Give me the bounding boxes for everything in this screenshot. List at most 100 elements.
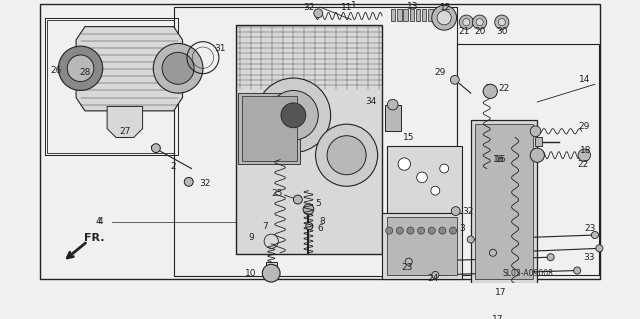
Circle shape [440,164,449,173]
Text: 17: 17 [495,288,507,297]
Bar [397,9,401,21]
Circle shape [303,204,314,215]
Circle shape [495,15,509,29]
Text: 4: 4 [97,217,103,226]
Circle shape [428,227,435,234]
Circle shape [490,249,497,256]
Text: 22: 22 [499,84,510,93]
Text: 18: 18 [580,146,592,155]
Text: 2: 2 [171,162,177,171]
Circle shape [306,223,313,230]
Text: 11: 11 [341,3,353,11]
Circle shape [530,126,541,137]
Circle shape [463,19,470,26]
Bar [242,96,297,161]
Circle shape [449,227,456,234]
Text: 7: 7 [262,222,268,231]
Circle shape [396,227,403,234]
Circle shape [530,148,545,162]
Text: 16: 16 [495,155,507,164]
Text: 32: 32 [303,3,315,11]
Text: 8: 8 [319,217,324,226]
Circle shape [256,78,331,152]
Bar [403,9,408,21]
Circle shape [578,149,591,161]
Circle shape [281,103,306,128]
Text: 33: 33 [583,253,595,262]
Bar [385,105,401,131]
Text: 26: 26 [50,66,61,76]
Text: 13: 13 [408,2,419,11]
Text: 3: 3 [459,224,465,233]
Text: 31: 31 [214,44,225,53]
Bar [266,262,276,274]
Text: 15: 15 [403,133,415,142]
Circle shape [67,55,94,82]
Text: 9: 9 [249,233,255,242]
Text: 22: 22 [578,160,589,168]
Bar [387,146,462,213]
Circle shape [451,207,460,216]
Circle shape [314,9,323,18]
Text: 34: 34 [365,98,377,107]
Circle shape [591,232,598,239]
Circle shape [460,15,474,29]
Text: 29: 29 [579,122,590,131]
Circle shape [451,75,460,84]
Bar [236,25,382,254]
Bar [239,93,301,164]
Text: 21: 21 [458,26,469,35]
Text: 23: 23 [585,224,596,233]
Text: 28: 28 [79,68,91,77]
Text: 25: 25 [272,189,283,198]
Text: 14: 14 [579,75,590,84]
Text: 4: 4 [95,217,101,226]
Circle shape [316,124,378,186]
Bar [391,9,396,21]
Text: 5: 5 [316,199,321,209]
Circle shape [432,271,439,278]
Circle shape [437,11,451,25]
Bar [428,9,433,21]
Circle shape [596,245,603,252]
Text: 12: 12 [440,3,452,11]
Circle shape [269,91,318,140]
Circle shape [398,158,410,170]
Polygon shape [76,26,182,111]
Circle shape [439,227,446,234]
Polygon shape [107,107,143,137]
Circle shape [153,43,203,93]
Circle shape [417,172,428,183]
Circle shape [58,46,102,91]
Circle shape [432,5,456,30]
Circle shape [467,236,474,243]
Circle shape [184,177,193,186]
Bar [410,9,414,21]
Text: 17: 17 [492,315,503,319]
Text: 20: 20 [474,26,485,35]
Text: SL03-A09008: SL03-A09008 [503,269,554,278]
Circle shape [499,19,506,26]
Text: 30: 30 [496,26,508,35]
Bar [47,19,175,152]
Bar [422,9,426,21]
Text: 10: 10 [245,269,257,278]
Circle shape [387,99,398,110]
Circle shape [483,84,497,99]
Bar [416,9,420,21]
Text: 1: 1 [351,1,356,10]
Circle shape [327,136,366,175]
Text: 32: 32 [463,207,474,216]
Text: 29: 29 [434,68,445,77]
Text: FR.: FR. [84,233,104,243]
Circle shape [293,195,302,204]
Text: 24: 24 [427,274,438,283]
Circle shape [407,227,414,234]
Bar [382,213,462,279]
Circle shape [262,264,280,282]
Circle shape [547,254,554,261]
Circle shape [405,258,412,265]
Bar [387,217,458,275]
Circle shape [162,52,194,84]
Bar [173,7,458,276]
